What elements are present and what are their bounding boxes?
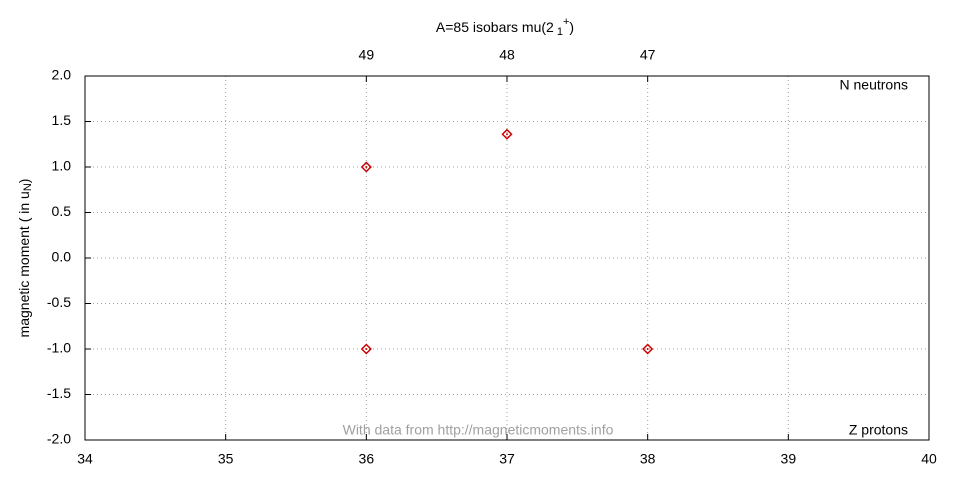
y-tick-label: 1.0	[52, 158, 72, 174]
y-axis-label: magnetic moment ( in uN)	[16, 179, 34, 338]
x-tick-label: 35	[218, 451, 234, 467]
y-label-close: )	[16, 179, 32, 184]
x-tick-label: 39	[781, 451, 797, 467]
point-marker	[501, 128, 513, 140]
y-tick-label: 0.0	[52, 249, 72, 265]
point-center	[365, 348, 368, 350]
y-label-text: magnetic moment ( in u	[16, 191, 32, 337]
point	[360, 161, 372, 173]
point	[360, 343, 372, 355]
y-tick-label: -1.5	[47, 385, 71, 401]
chart-title: A=85 isobars mu(2 1+)	[436, 16, 574, 38]
x-tick-label: 37	[499, 451, 515, 467]
plot-frame	[84, 75, 930, 441]
point-marker	[360, 161, 372, 173]
x-tick-label: 40	[921, 451, 937, 467]
point-marker	[642, 343, 654, 355]
y-tick-label: -1.0	[47, 340, 71, 356]
x-tick-label: 38	[640, 451, 656, 467]
title-sup: +	[563, 16, 569, 28]
annotation: Z protons	[849, 422, 908, 438]
point-marker	[360, 343, 372, 355]
point-center	[365, 166, 368, 168]
y-tick-label: 1.5	[52, 112, 72, 128]
title-sub: 1	[557, 26, 563, 38]
y-tick-label: -0.5	[47, 294, 71, 310]
y-tick-label: -2.0	[47, 431, 71, 447]
x2-tick-label: 48	[499, 47, 515, 63]
y-tick-label: 2.0	[52, 67, 72, 83]
point	[501, 128, 513, 140]
annotation: N neutrons	[840, 77, 908, 93]
y-label-sub: N	[22, 183, 34, 191]
point-center	[506, 133, 508, 136]
x-tick-label: 36	[359, 451, 375, 467]
title-close: )	[569, 19, 574, 35]
x2-tick-label: 47	[640, 47, 656, 63]
x-tick-label: 34	[77, 451, 93, 467]
title-text: A=85 isobars mu(2	[436, 19, 554, 35]
point-center	[646, 348, 649, 350]
y-tick-label: 0.5	[52, 203, 72, 219]
x2-tick-label: 49	[359, 47, 375, 63]
watermark: With data from http://magneticmoments.in…	[343, 422, 614, 438]
point	[642, 343, 654, 355]
